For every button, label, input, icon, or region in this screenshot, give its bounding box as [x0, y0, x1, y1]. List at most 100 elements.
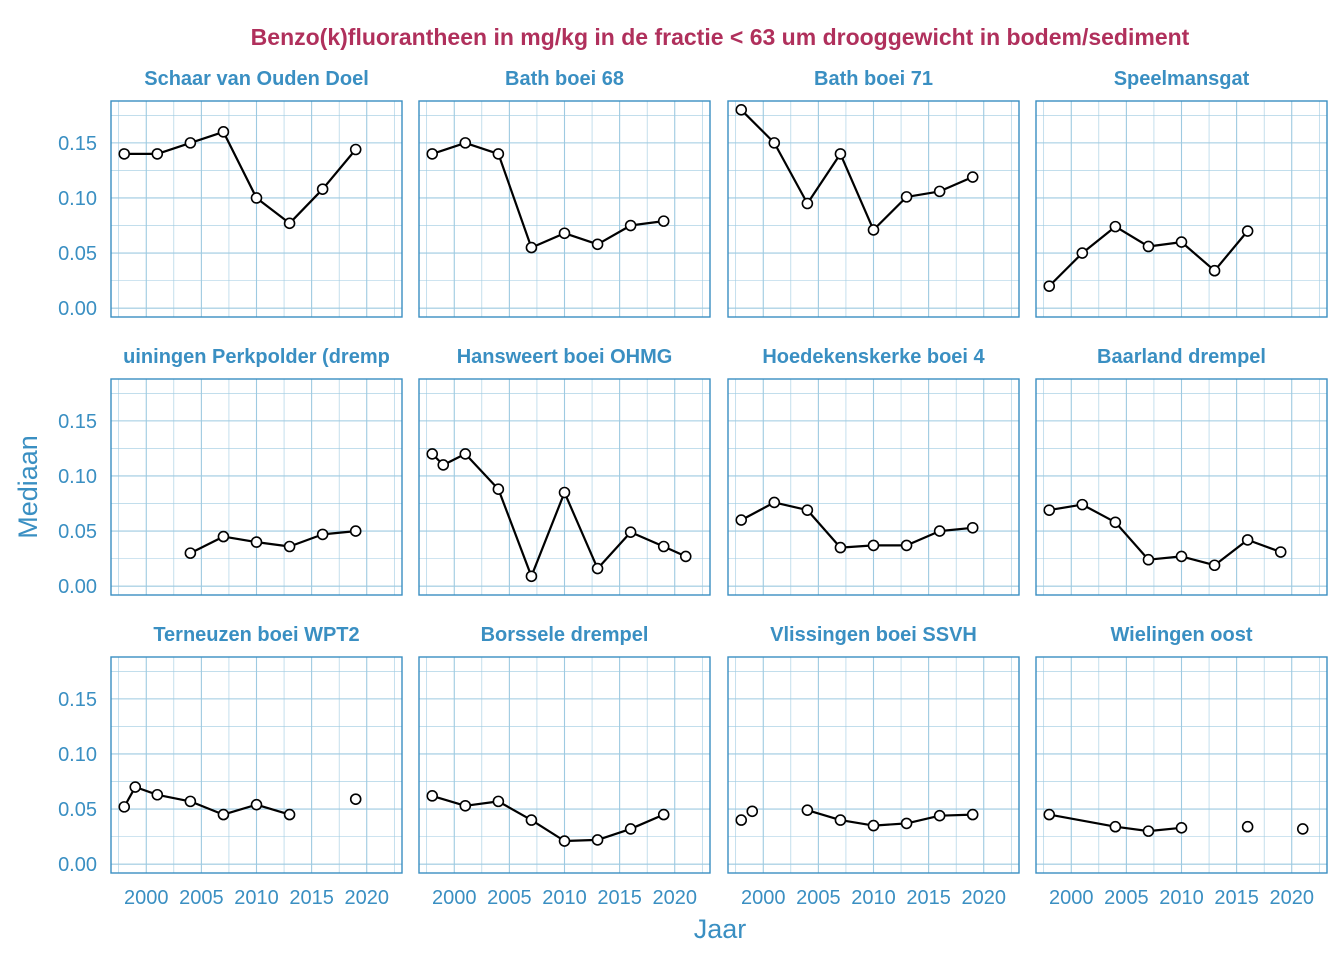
panel-border	[110, 100, 403, 318]
panel-border	[110, 378, 403, 596]
panel-9: Terneuzen boei WPT2 0.00 0.05 0.10 0.15 2000 2…	[58, 624, 403, 909]
y-tick-label: 0.00	[58, 854, 97, 876]
panel-border	[110, 656, 403, 874]
panel-4: Speelmansgat	[1035, 68, 1328, 318]
series-line	[1049, 813, 1182, 833]
panel-11: Vlissingen boei SSVH 2000 2005 2010 2015 2020	[727, 624, 1020, 909]
series-line	[740, 501, 973, 549]
data-point	[900, 539, 913, 552]
data-point	[349, 793, 362, 805]
panel-5: uiningen Perkpolder (dremp 0.00 0.05 0.10 0.…	[58, 346, 403, 598]
data-point	[1142, 825, 1155, 837]
panel-border	[727, 656, 1020, 874]
panel-title: Vlissingen boei SSVH	[770, 624, 977, 646]
data-point	[129, 781, 142, 793]
y-tick-label: 0.15	[58, 411, 97, 433]
y-tick-label: 0.00	[58, 576, 97, 598]
series-line	[740, 109, 974, 231]
data-point	[426, 448, 439, 460]
x-tick-label: 2020	[652, 887, 697, 909]
data-point	[867, 224, 880, 236]
series-line	[1049, 503, 1282, 567]
data-point	[558, 835, 571, 847]
series-line	[431, 141, 664, 249]
data-point	[151, 148, 164, 160]
panel-10: Borssele drempel 2000 2005 2010 2015 2020	[418, 624, 711, 909]
data-point	[867, 539, 880, 552]
data-point	[867, 819, 880, 832]
data-point	[966, 171, 979, 183]
data-point	[679, 550, 692, 563]
data-point	[657, 215, 670, 227]
data-point	[151, 788, 164, 801]
y-tick-label: 0.00	[58, 298, 97, 320]
data-point	[1241, 225, 1254, 237]
data-point	[1109, 220, 1122, 233]
data-point	[1274, 546, 1287, 558]
panel-border	[418, 378, 711, 596]
data-point	[1043, 280, 1056, 292]
data-point	[933, 809, 946, 822]
y-tick-label: 0.15	[58, 133, 97, 155]
series-line	[123, 785, 290, 816]
panel-border	[1035, 100, 1328, 318]
data-point	[657, 540, 670, 553]
panel-12: Wielingen oost 2000 2005 2010 2015 2020	[1035, 624, 1328, 909]
data-point	[746, 805, 759, 818]
x-tick-label: 2000	[124, 887, 169, 909]
data-point	[801, 197, 814, 210]
data-point	[966, 521, 979, 534]
data-point	[966, 808, 979, 821]
series-line	[431, 452, 687, 578]
data-point	[933, 525, 946, 537]
data-point	[184, 137, 197, 149]
data-point	[1142, 553, 1155, 566]
x-tick-label: 2005	[1104, 887, 1149, 909]
panel-border	[727, 378, 1020, 596]
data-point	[1208, 559, 1221, 572]
x-tick-label: 2005	[487, 887, 532, 909]
data-point	[1296, 823, 1309, 835]
panel-border	[727, 100, 1020, 318]
panel-title: Borssele drempel	[481, 624, 649, 646]
chart-title: Benzo(k)fluorantheen in mg/kg in de frac…	[251, 24, 1190, 50]
data-point	[250, 536, 263, 548]
data-point	[768, 496, 781, 509]
panel-7: Hoedekenskerke boei 4	[727, 346, 1020, 596]
x-tick-label: 2000	[741, 887, 786, 909]
data-point	[624, 823, 637, 835]
x-tick-label: 2015	[597, 887, 642, 909]
data-point	[558, 227, 571, 240]
data-point	[283, 217, 296, 230]
y-tick-label: 0.05	[58, 799, 97, 821]
x-tick-label: 2000	[432, 887, 477, 909]
x-tick-label: 2010	[542, 887, 587, 909]
data-point	[118, 801, 131, 813]
data-point	[459, 799, 472, 812]
data-point	[250, 192, 263, 204]
panel-6: Hansweert boei OHMG	[418, 346, 711, 596]
x-tick-label: 2015	[289, 887, 334, 909]
x-tick-label: 2020	[961, 887, 1006, 909]
panel-title: Wielingen oost	[1110, 624, 1252, 646]
data-point	[525, 570, 538, 583]
data-point	[933, 185, 946, 198]
data-point	[735, 104, 748, 116]
panel-border	[1035, 378, 1328, 596]
data-point	[735, 814, 748, 826]
data-point	[459, 137, 472, 149]
data-point	[1142, 240, 1155, 253]
x-tick-label: 2010	[234, 887, 279, 909]
data-point	[1241, 534, 1254, 546]
data-point	[316, 528, 329, 541]
data-point	[834, 814, 847, 826]
x-tick-label: 2010	[1159, 887, 1204, 909]
x-tick-label: 2005	[179, 887, 224, 909]
data-point	[834, 148, 847, 160]
x-tick-label: 2020	[344, 887, 389, 909]
y-tick-label: 0.10	[58, 744, 97, 766]
panel-8: Baarland drempel	[1035, 346, 1328, 596]
data-point	[624, 219, 637, 232]
y-axis-label: Mediaan	[13, 435, 43, 539]
